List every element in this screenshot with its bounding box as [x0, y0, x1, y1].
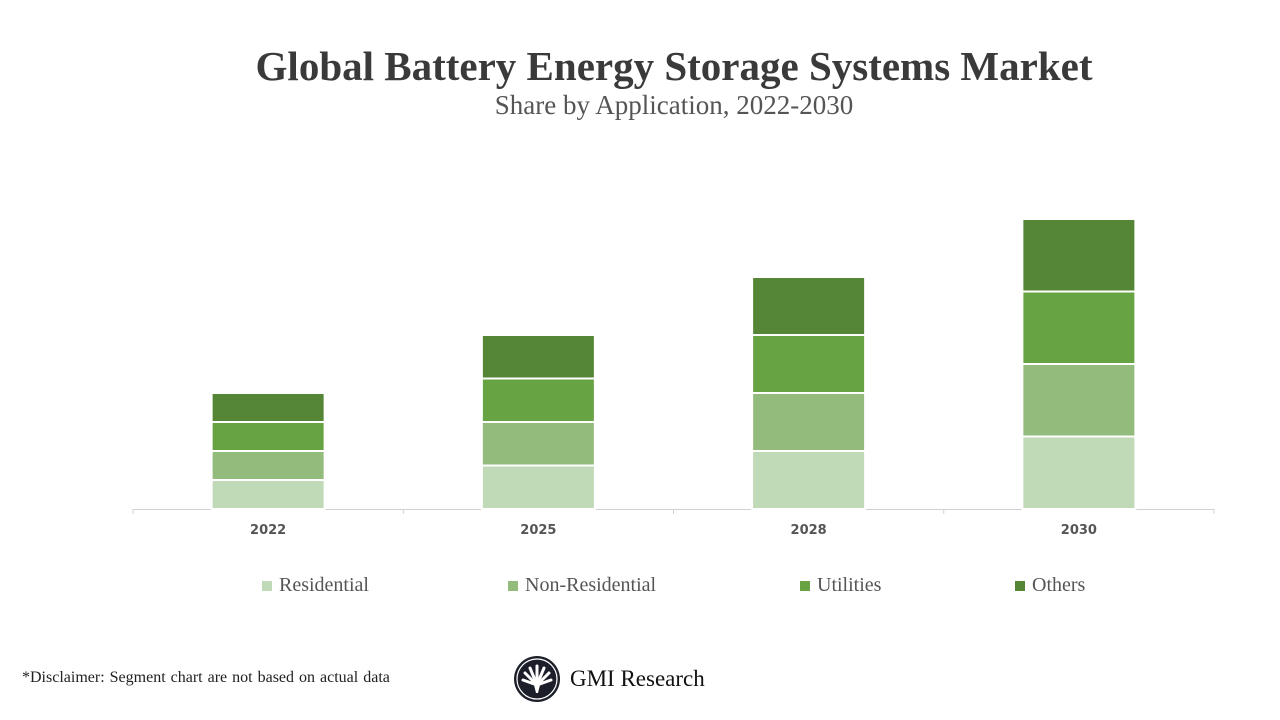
bar-segment-others-2028 — [751, 276, 867, 336]
bar-segment-residential-2028 — [751, 450, 867, 510]
legend-item: Others — [1015, 574, 1085, 597]
x-tick-label: 2022 — [250, 523, 286, 538]
gmi-logo-icon — [514, 656, 560, 702]
x-tick-label: 2025 — [520, 523, 556, 538]
chart-title: Global Battery Energy Storage Systems Ma… — [255, 43, 1093, 89]
legend-label: Non-Residential — [525, 574, 657, 596]
bar-segment-utilities-2028 — [751, 334, 867, 394]
bar-segment-non-residential-2030 — [1021, 363, 1137, 438]
legend-swatch — [1015, 580, 1025, 591]
bar-segment-non-residential-2022 — [210, 450, 326, 481]
bar-segment-utilities-2022 — [210, 421, 326, 452]
legend-item: Utilities — [800, 574, 881, 597]
bar-segment-utilities-2030 — [1021, 290, 1137, 365]
bar-segment-utilities-2025 — [480, 377, 596, 423]
legend-label: Residential — [279, 574, 369, 596]
bar-segment-non-residential-2025 — [480, 421, 596, 467]
bar-segment-residential-2022 — [210, 479, 326, 510]
bar-segment-others-2022 — [210, 392, 326, 423]
legend-label: Utilities — [817, 574, 882, 596]
chart-subtitle: Share by Application, 2022-2030 — [494, 90, 854, 120]
legend-label: Others — [1032, 574, 1086, 596]
bar-segment-others-2030 — [1021, 218, 1137, 293]
disclaimer: *Disclaimer: Segment chart are not based… — [22, 669, 390, 686]
bar-segment-non-residential-2028 — [751, 392, 867, 452]
bar-segment-others-2025 — [480, 334, 596, 380]
legend-swatch — [508, 580, 518, 591]
legend-swatch — [800, 580, 810, 591]
legend-item: Non-Residential — [508, 574, 656, 597]
x-tick-label: 2030 — [1061, 523, 1097, 538]
x-tick-label: 2028 — [791, 523, 827, 538]
legend-swatch — [262, 580, 272, 591]
bar-segment-residential-2030 — [1021, 435, 1137, 510]
gmi-logo: GMI Research — [513, 655, 705, 703]
legend-item: Residential — [262, 574, 369, 597]
logo-text: GMI Research — [570, 666, 705, 691]
bar-segment-residential-2025 — [480, 464, 596, 510]
